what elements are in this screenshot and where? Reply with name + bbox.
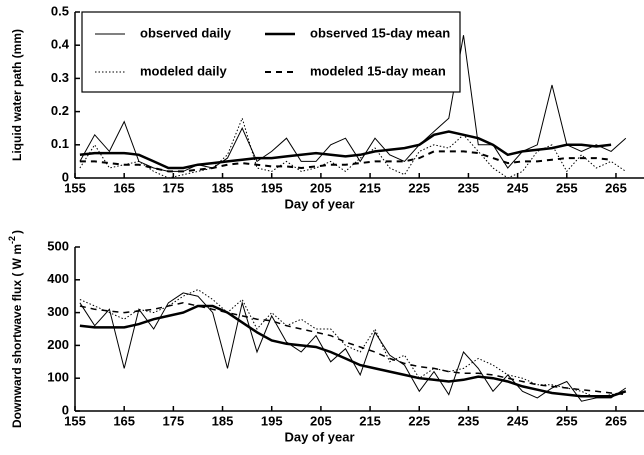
x-tick-label: 185 xyxy=(212,413,234,428)
series-line xyxy=(79,130,612,170)
x-tick-label: 235 xyxy=(458,413,480,428)
y-tick-label: 0.3 xyxy=(51,70,69,85)
x-tick-label: 255 xyxy=(556,180,578,195)
x-tick-label: 175 xyxy=(163,180,185,195)
x-tick-label: 195 xyxy=(261,413,283,428)
series-line xyxy=(79,289,626,399)
x-axis-label: Day of year xyxy=(284,196,354,211)
y-axis-label: Downward shortwave flux ( W m-2) xyxy=(7,230,24,428)
series-line xyxy=(79,302,626,396)
series-line xyxy=(79,304,627,398)
x-tick-label: 235 xyxy=(458,180,480,195)
legend-label: modeled 15-day mean xyxy=(310,63,446,78)
y-tick-label: 0 xyxy=(62,169,69,184)
x-tick-label: 205 xyxy=(310,180,332,195)
x-tick-label: 225 xyxy=(408,413,430,428)
x-tick-label: 155 xyxy=(64,180,86,195)
y-tick-label: 100 xyxy=(47,370,69,385)
x-tick-label: 175 xyxy=(163,413,185,428)
x-tick-label: 215 xyxy=(359,413,381,428)
x-tick-label: 265 xyxy=(605,413,627,428)
x-tick-label: 195 xyxy=(261,180,283,195)
y-axis-label: Liquid water path (mm) xyxy=(10,29,24,161)
series-line xyxy=(79,150,612,173)
y-tick-label: 0.2 xyxy=(51,103,69,118)
y-axis-label-text: Liquid water path (mm) xyxy=(10,29,24,161)
y-tick-label: 400 xyxy=(47,271,69,286)
x-axis-label: Day of year xyxy=(284,429,354,444)
legend-box xyxy=(81,11,461,93)
legend-label: modeled daily xyxy=(140,63,227,78)
y-tick-label: 200 xyxy=(47,337,69,352)
x-tick-label: 265 xyxy=(605,180,627,195)
x-tick-label: 165 xyxy=(113,180,135,195)
y-tick-label: 0.4 xyxy=(51,37,70,52)
x-tick-label: 255 xyxy=(556,413,578,428)
y-tick-label: 0 xyxy=(62,402,69,417)
y-tick-label: 500 xyxy=(47,238,69,253)
y-axis-label-sup: -2 xyxy=(7,236,17,244)
y-tick-label: 0.1 xyxy=(51,136,69,151)
x-tick-label: 155 xyxy=(64,413,86,428)
x-tick-label: 205 xyxy=(310,413,332,428)
x-tick-label: 165 xyxy=(113,413,135,428)
y-tick-label: 0.5 xyxy=(51,3,69,18)
series-line xyxy=(79,116,627,179)
x-tick-label: 245 xyxy=(507,180,529,195)
legend-label: observed 15-day mean xyxy=(310,25,450,40)
legend-label: observed daily xyxy=(140,25,232,40)
x-tick-label: 225 xyxy=(408,180,430,195)
y-axis-label-end: ) xyxy=(10,230,24,234)
x-tick-label: 185 xyxy=(212,180,234,195)
x-tick-label: 245 xyxy=(507,413,529,428)
y-axis-label-text: Downward shortwave flux ( W m xyxy=(10,244,24,428)
y-tick-label: 300 xyxy=(47,304,69,319)
x-tick-label: 215 xyxy=(359,180,381,195)
